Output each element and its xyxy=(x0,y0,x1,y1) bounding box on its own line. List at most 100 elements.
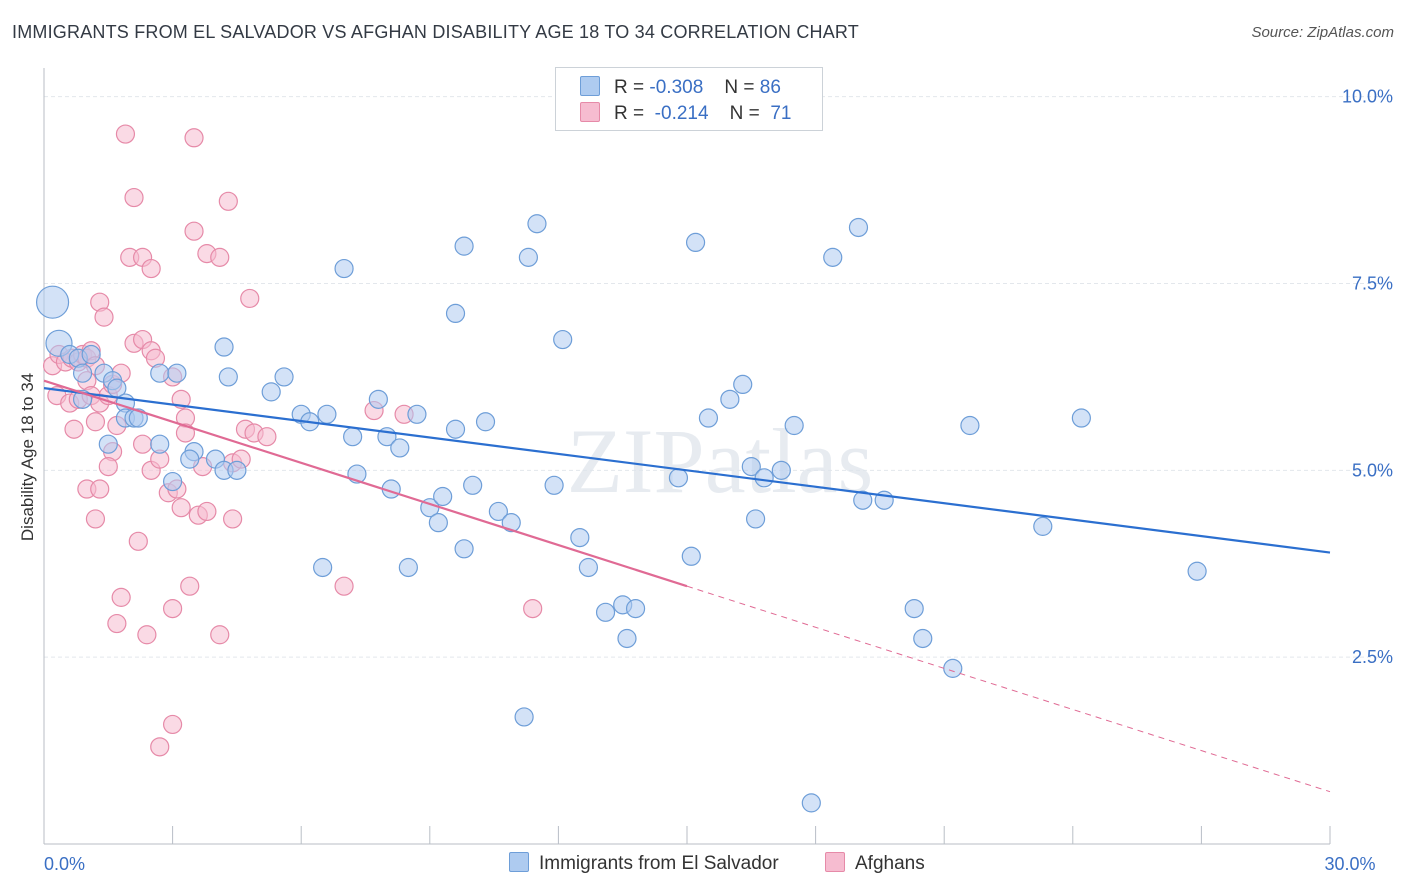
el-salvador-point xyxy=(35,285,70,319)
el-salvador-trend-line xyxy=(43,387,1331,554)
el-salvador-point xyxy=(823,247,843,267)
el-salvador-point xyxy=(853,490,873,510)
el-salvador-point xyxy=(317,404,337,424)
el-salvador-point xyxy=(445,419,466,439)
el-salvador-points xyxy=(35,214,1207,813)
x-tick-label: 0.0% xyxy=(44,854,85,874)
el-salvador-point xyxy=(514,707,534,727)
afghan-point xyxy=(163,714,183,735)
el-salvador-point xyxy=(720,389,740,409)
el-salvador-point xyxy=(771,460,791,480)
afghan-point xyxy=(98,457,118,477)
chart-title: IMMIGRANTS FROM EL SALVADOR VS AFGHAN DI… xyxy=(12,22,859,42)
el-salvador-point xyxy=(1187,561,1207,581)
el-salvador-point xyxy=(150,363,170,383)
afghan-point xyxy=(163,598,183,619)
trend-lines xyxy=(43,379,1331,793)
afghan-point xyxy=(128,531,148,551)
legend-label: Immigrants from El Salvador xyxy=(539,853,779,874)
el-salvador-point xyxy=(943,658,963,678)
afghan-point xyxy=(132,434,153,454)
el-salvador-point xyxy=(1033,516,1053,536)
afghan-point xyxy=(85,509,106,529)
axes xyxy=(43,68,1331,845)
afghan-point xyxy=(334,576,354,596)
el-salvador-point xyxy=(685,232,706,253)
legend-n-value: 71 xyxy=(770,103,792,124)
stats-legend: R = -0.308 N = 86 R = -0.214 N = 71 xyxy=(555,67,823,131)
blue-swatch xyxy=(509,852,529,872)
el-salvador-point xyxy=(261,382,281,402)
legend-r-value: -0.308 xyxy=(649,77,704,98)
source-label: Source: ZipAtlas.com xyxy=(1251,24,1394,41)
y-tick-label: 7.5% xyxy=(1352,274,1393,294)
afghan-point xyxy=(94,307,114,327)
el-salvador-point xyxy=(463,475,483,495)
el-salvador-point xyxy=(343,427,363,447)
el-salvador-point xyxy=(681,546,701,566)
el-salvador-point xyxy=(570,527,590,548)
el-salvador-point xyxy=(754,468,774,488)
el-salvador-point xyxy=(784,415,804,436)
legend-label: Afghans xyxy=(855,853,925,874)
el-salvador-point xyxy=(334,258,354,279)
blue-swatch xyxy=(580,76,600,96)
legend-r-value: -0.214 xyxy=(654,103,709,124)
el-salvador-point xyxy=(72,363,93,383)
gridlines xyxy=(44,96,1380,658)
el-salvador-point xyxy=(167,363,187,383)
el-salvador-point xyxy=(668,468,689,488)
legend-row-el-salvador: R = -0.308 N = 86 xyxy=(580,76,781,100)
el-salvador-point xyxy=(180,449,200,469)
el-salvador-point xyxy=(475,412,496,432)
el-salvador-point xyxy=(733,374,753,394)
el-salvador-point xyxy=(518,247,538,267)
legend-item-el-salvador[interactable]: Immigrants from El Salvador xyxy=(509,852,779,875)
el-salvador-point xyxy=(527,214,547,234)
el-salvador-point xyxy=(274,367,294,387)
legend-n-label: N = xyxy=(724,77,755,98)
legend-item-afghans[interactable]: Afghans xyxy=(825,852,925,875)
y-tick-label: 2.5% xyxy=(1352,647,1393,667)
afghan-point xyxy=(141,258,161,279)
el-salvador-point xyxy=(501,513,521,533)
el-salvador-point xyxy=(848,217,869,238)
el-salvador-point xyxy=(398,557,418,578)
legend-row-afghans: R = -0.214 N = 71 xyxy=(580,102,791,126)
el-salvador-point xyxy=(553,329,573,350)
el-salvador-point xyxy=(745,509,766,529)
el-salvador-point xyxy=(227,460,247,480)
el-salvador-point xyxy=(595,602,616,622)
afghan-point xyxy=(218,191,238,211)
el-salvador-point xyxy=(445,303,466,324)
afghan-point xyxy=(171,498,191,518)
legend-r-label: R = xyxy=(614,103,645,124)
afghan-point xyxy=(107,613,127,634)
el-salvador-point xyxy=(428,513,448,533)
el-salvador-point xyxy=(1071,408,1091,428)
afghan-point xyxy=(85,412,106,432)
afghan-point xyxy=(180,576,200,596)
y-tick-label: 5.0% xyxy=(1352,460,1393,480)
afghan-point xyxy=(523,598,543,619)
el-salvador-point xyxy=(913,628,933,649)
tick-labels: 2.5% 5.0% 7.5% 10.0% 0.0% 30.0% xyxy=(44,87,1393,874)
el-salvador-point xyxy=(801,793,821,813)
legend-r-label: R = xyxy=(614,77,645,98)
el-salvador-point xyxy=(904,598,924,619)
afghan-point xyxy=(210,247,230,267)
el-salvador-point xyxy=(150,434,170,454)
afghan-point xyxy=(137,625,157,645)
afghan-point xyxy=(115,124,136,144)
el-salvador-point xyxy=(741,457,761,477)
el-salvador-point xyxy=(313,557,333,578)
el-salvador-point xyxy=(214,337,234,357)
afghan-point xyxy=(150,737,170,757)
afghan-point xyxy=(175,423,196,443)
el-salvador-point xyxy=(617,628,637,649)
afghans-points xyxy=(42,124,543,757)
el-salvador-point xyxy=(98,434,118,454)
legend-n-label: N = xyxy=(729,103,760,124)
afghan-point xyxy=(64,419,84,439)
